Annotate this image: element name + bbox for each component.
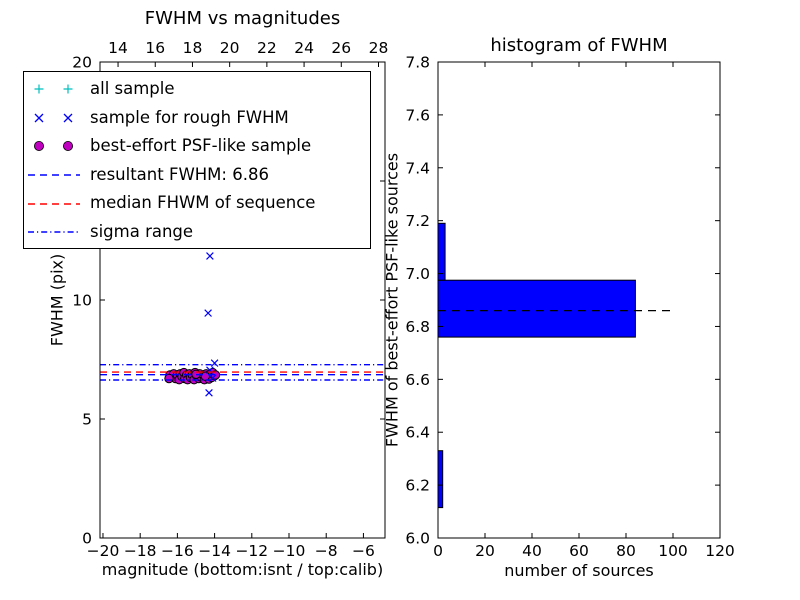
- legend-item-resultant-fwhm: resultant FWHM: 6.86: [24, 161, 370, 190]
- svg-text:28: 28: [369, 39, 389, 57]
- svg-text:14: 14: [108, 39, 128, 57]
- svg-text:40: 40: [522, 542, 542, 560]
- rough-fwhm-points: [204, 252, 219, 397]
- svg-text:100: 100: [658, 542, 688, 560]
- scatter-ylabel: FWHM (pix): [47, 253, 67, 347]
- svg-text:20: 20: [220, 39, 240, 57]
- x-marker-icon: [34, 113, 73, 123]
- svg-text:18: 18: [183, 39, 203, 57]
- svg-text:22: 22: [257, 39, 277, 57]
- red-dashed-line-icon: [28, 202, 80, 205]
- svg-text:16: 16: [145, 39, 165, 57]
- svg-text:10: 10: [72, 292, 92, 310]
- svg-text:26: 26: [331, 39, 351, 57]
- svg-text:6.4: 6.4: [405, 424, 430, 442]
- histogram-bar: [437, 279, 636, 338]
- svg-text:6.6: 6.6: [405, 371, 430, 389]
- circle-marker-icon: [33, 141, 74, 152]
- svg-text:−12: −12: [235, 542, 268, 560]
- legend-label: sample for rough FWHM: [90, 107, 289, 127]
- legend-label: median FHWM of sequence: [90, 193, 316, 213]
- plus-marker-icon: [34, 84, 73, 94]
- svg-text:6.0: 6.0: [405, 530, 430, 548]
- svg-text:6.8: 6.8: [405, 318, 430, 336]
- histogram-bar: [437, 450, 444, 509]
- svg-text:120: 120: [705, 542, 735, 560]
- svg-text:−16: −16: [161, 542, 194, 560]
- legend-item-all-sample: all sample: [24, 75, 370, 104]
- svg-text:−8: −8: [315, 542, 338, 560]
- histogram-bar: [437, 222, 446, 281]
- svg-text:5: 5: [82, 411, 92, 429]
- legend-label: sigma range: [90, 222, 194, 242]
- svg-text:−18: −18: [124, 542, 157, 560]
- scatter-points-layer: [164, 252, 221, 397]
- psf-like-point: [200, 371, 211, 381]
- hist-title: histogram of FWHM: [490, 35, 668, 56]
- scatter-title: FWHM vs magnitudes: [144, 8, 341, 29]
- svg-text:60: 60: [569, 542, 589, 560]
- svg-text:0: 0: [82, 530, 92, 548]
- psf-like-point: [164, 373, 174, 384]
- svg-text:20: 20: [475, 542, 495, 560]
- scatter-xlabel: magnitude (bottom:isnt / top:calib): [101, 560, 384, 579]
- legend-label: best-effort PSF-like sample: [90, 136, 312, 156]
- svg-text:7.0: 7.0: [405, 265, 430, 283]
- svg-text:80: 80: [616, 542, 636, 560]
- blue-dashdot-line-icon: [28, 231, 80, 234]
- svg-text:7.2: 7.2: [405, 212, 430, 230]
- legend-item-rough-fwhm-sample: sample for rough FWHM: [24, 104, 370, 133]
- legend-item-median-fhwm: median FHWM of sequence: [24, 189, 370, 218]
- legend-label: all sample: [90, 79, 175, 99]
- svg-text:7.8: 7.8: [405, 54, 430, 72]
- hist-ylabel: FWHM of best-effort PSF-like sources: [382, 152, 402, 448]
- svg-text:0: 0: [433, 542, 443, 560]
- legend-label: resultant FWHM: 6.86: [90, 164, 269, 184]
- svg-text:7.6: 7.6: [405, 106, 430, 124]
- svg-text:−14: −14: [198, 542, 231, 560]
- svg-text:−10: −10: [273, 542, 306, 560]
- svg-text:7.4: 7.4: [405, 159, 430, 177]
- svg-text:20: 20: [72, 54, 92, 72]
- legend-item-psf-like-sample: best-effort PSF-like sample: [24, 132, 370, 161]
- svg-text:24: 24: [294, 39, 314, 57]
- svg-text:6.2: 6.2: [405, 477, 430, 495]
- legend: all sample sample for rough FWHM best-ef…: [23, 71, 371, 249]
- svg-text:−20: −20: [87, 542, 120, 560]
- svg-text:−6: −6: [352, 542, 375, 560]
- blue-dashed-line-icon: [28, 174, 80, 176]
- hist-xlabel: number of sources: [504, 561, 654, 580]
- legend-item-sigma-range: sigma range: [24, 218, 370, 247]
